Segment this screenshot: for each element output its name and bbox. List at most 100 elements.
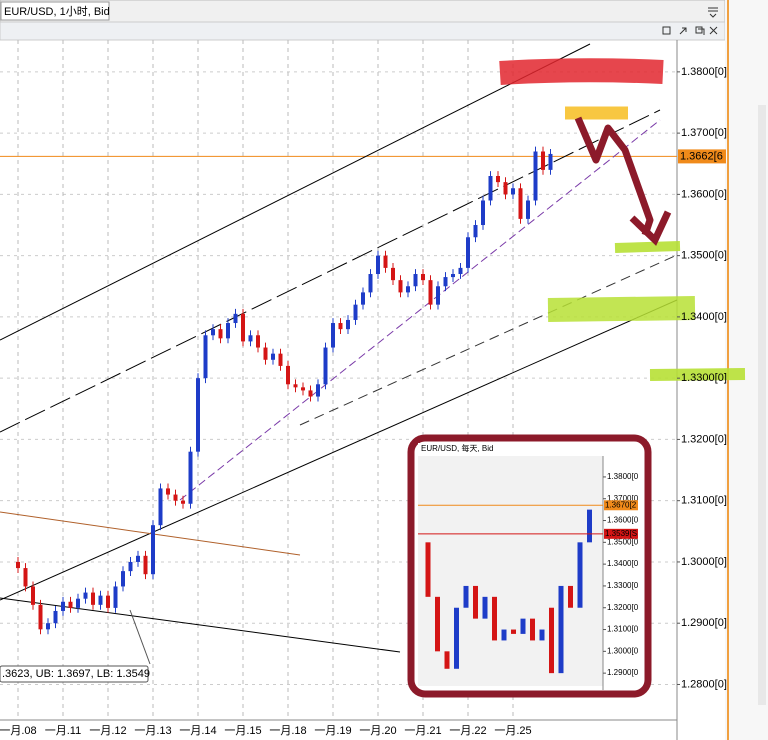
window-title: EUR/USD, 1小时, Bid <box>4 5 110 18</box>
candle-body <box>436 286 440 305</box>
x-tick-label: 一月.15 <box>224 725 261 737</box>
candle-body <box>271 353 275 360</box>
price-tag <box>678 149 726 164</box>
candle-body <box>68 601 73 608</box>
candle-body <box>454 607 459 669</box>
drawings <box>0 43 746 665</box>
candle-body <box>188 451 193 504</box>
candle-body <box>398 280 403 293</box>
candle-body <box>143 555 148 575</box>
highlight <box>649 368 746 381</box>
candle-body <box>241 313 245 342</box>
price-label: 1.3662[6 <box>680 150 723 162</box>
y-tick-label: 1.3800[0] <box>681 66 727 78</box>
candle-body <box>323 347 328 385</box>
candle-body <box>488 176 493 201</box>
candle-body <box>91 592 95 605</box>
candle-body <box>278 353 283 366</box>
candle-body <box>38 604 43 630</box>
candle-body <box>61 601 65 611</box>
y-tick-label: 1.3300[0] <box>681 372 727 384</box>
trend-line <box>0 597 401 653</box>
candle-body <box>31 586 35 605</box>
candle-body <box>286 365 290 385</box>
candle-body <box>256 335 260 348</box>
candle-body <box>151 525 155 575</box>
candle-body <box>331 323 335 348</box>
candle-body <box>548 153 553 170</box>
inset-title: EUR/USD, 每天, Bid <box>421 443 493 453</box>
x-tick-label: 一月.20 <box>359 725 396 737</box>
price-tag <box>604 500 638 511</box>
candle-body <box>481 200 485 226</box>
candle-body <box>482 596 488 619</box>
candle-body <box>23 568 28 587</box>
candle-body <box>158 488 163 526</box>
candle-body <box>577 542 583 608</box>
inset-header <box>418 443 603 456</box>
candle-body <box>316 384 320 397</box>
y-tick-label: 1.3100[0] <box>681 495 727 507</box>
candle-body <box>518 188 523 219</box>
arrow <box>574 116 654 237</box>
y-tick-label: 1.3600[0 <box>607 516 639 525</box>
candle-body <box>473 585 478 619</box>
y-tick-label: 1.2900[0] <box>681 617 727 629</box>
y-tick-label: 1.3100[0 <box>607 625 639 634</box>
window-buttons[interactable] <box>662 26 718 35</box>
candle-body <box>511 188 515 195</box>
candle-body <box>346 319 350 330</box>
y-tick-label: 1.3500[0 <box>607 537 639 546</box>
x-tick-label: 一月.19 <box>314 725 351 737</box>
x-tick-label: 一月.25 <box>494 725 531 737</box>
candle-body <box>458 267 463 275</box>
candle-body <box>166 488 170 495</box>
scroll-bar[interactable] <box>758 105 766 705</box>
candle-body <box>338 323 343 330</box>
menu-icon[interactable] <box>708 7 718 18</box>
candle-body <box>76 598 80 608</box>
candle-body <box>466 237 470 268</box>
candle-body <box>520 618 526 634</box>
candle-body <box>196 378 200 452</box>
candle-body <box>263 347 268 360</box>
candle-body <box>530 618 535 641</box>
candle-body <box>539 629 545 641</box>
y-tick-label: 1.3000[0 <box>607 646 639 655</box>
candle-body <box>46 623 50 630</box>
y-tick-label: 1.2800[0] <box>681 678 727 690</box>
candle-body <box>248 335 253 342</box>
candle-body <box>549 607 554 674</box>
price-label: 1.3539[S <box>605 529 637 538</box>
candle-body <box>121 571 125 587</box>
candle-body <box>443 277 448 287</box>
y-tick-label: 1.3200[0] <box>681 433 727 445</box>
tab[interactable] <box>0 1 110 21</box>
x-tick-label: 一月.21 <box>404 725 441 737</box>
candle-body <box>226 323 230 339</box>
candle-body <box>98 595 103 605</box>
indicator-label: .3623, UB: 1.3697, LB: 1.3549 <box>2 668 150 680</box>
indicator-box <box>0 665 149 683</box>
candle-body <box>473 225 478 238</box>
candle-body <box>308 390 313 397</box>
candle-body <box>106 595 110 608</box>
x-tick-label: 一月.08 <box>0 725 37 737</box>
candle-body <box>587 509 592 543</box>
candle-body <box>136 555 140 562</box>
price-tag <box>604 528 638 539</box>
candle-body <box>526 200 530 219</box>
candle-body <box>511 629 516 634</box>
y-tick-label: 1.2900[0 <box>607 668 639 677</box>
candle-body <box>353 304 358 320</box>
candle-body <box>203 335 208 379</box>
candle-body <box>428 280 433 305</box>
x-tick-label: 一月.11 <box>45 725 81 737</box>
y-tick-label: 1.3200[0 <box>607 603 639 612</box>
trend-line <box>179 119 661 501</box>
y-tick-label: 1.3400[0 <box>607 559 639 568</box>
price-label: 1.3670[2 <box>605 500 637 509</box>
channel-line <box>299 254 678 426</box>
tool-bar <box>0 21 726 41</box>
